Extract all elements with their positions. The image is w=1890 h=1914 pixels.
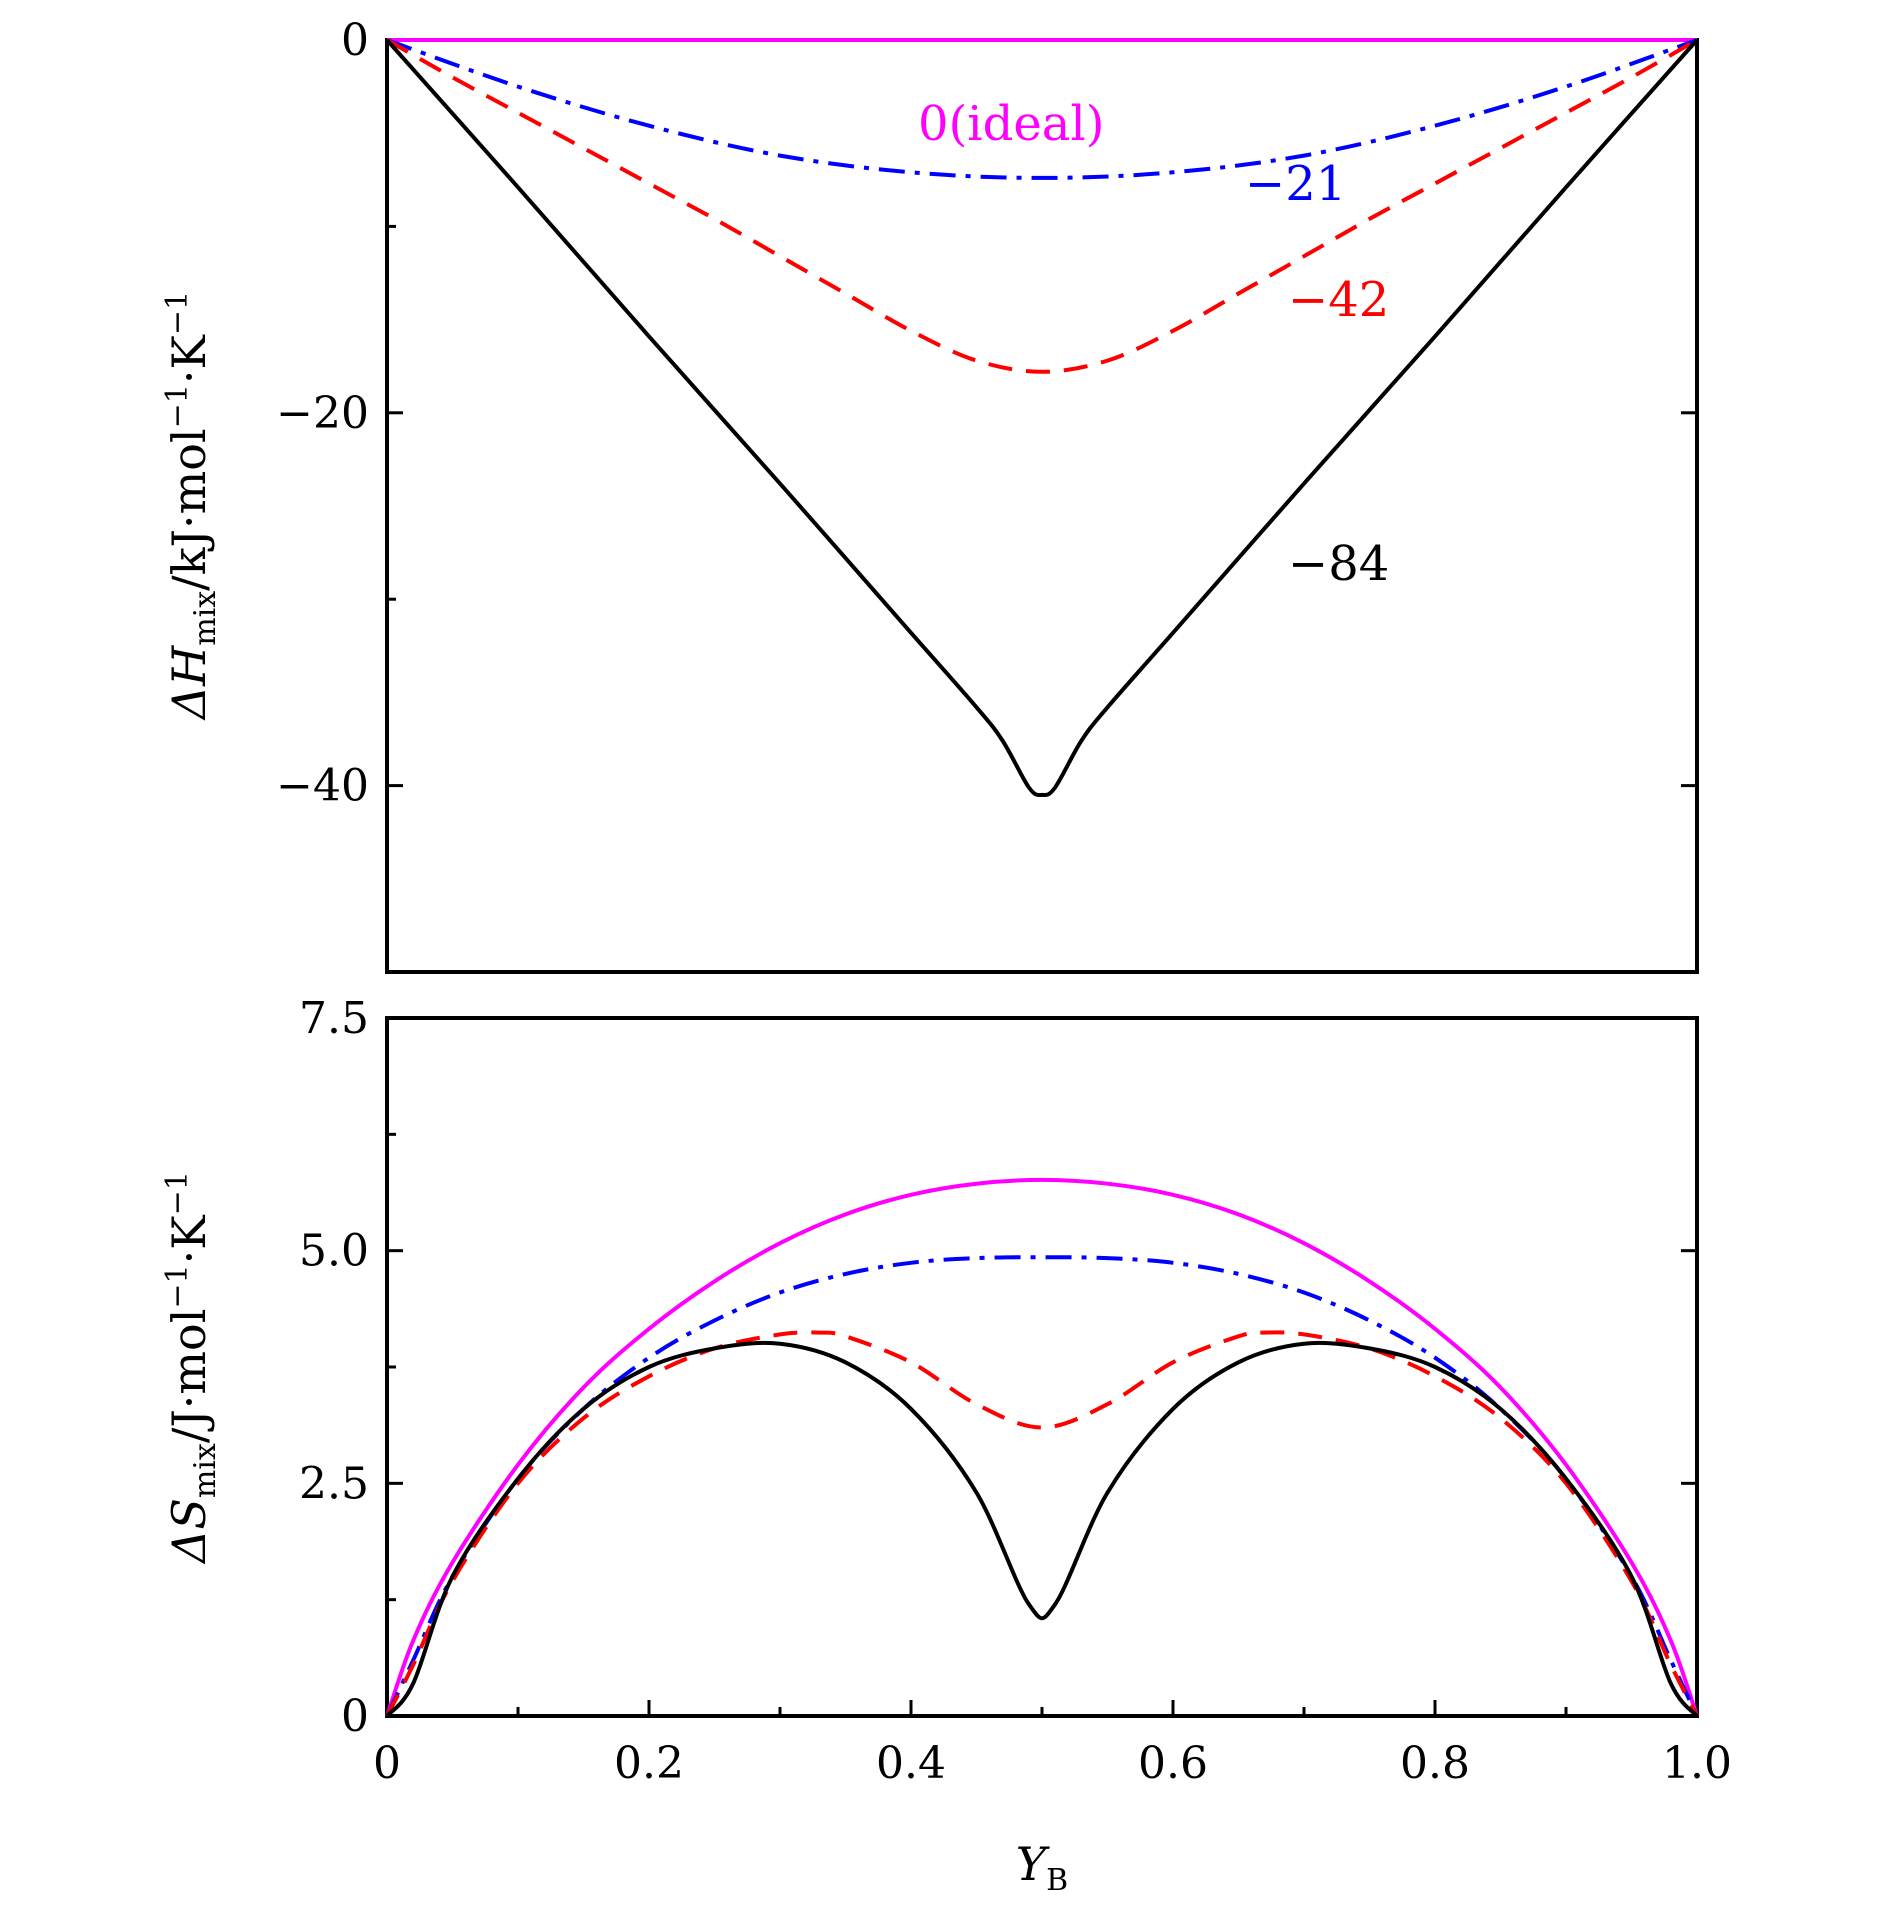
bottom-panel-frame [385,1016,1699,1718]
bottom-xtick-label: 1.0 [1662,1738,1732,1789]
top-ylabel-exp1: −1 [160,384,195,428]
bottom-ylabel-exp2: −1 [160,1171,195,1215]
bottom-ytick-label: 5.0 [299,1226,369,1277]
bottom-xtick-label: 0.8 [1400,1738,1470,1789]
bottom-series [385,1177,1699,1718]
bottom-xtick-label: 0.6 [1138,1738,1208,1789]
top-series [385,37,1699,798]
bottom-xtick-label: 0.2 [614,1738,684,1789]
top-ylabel-exp2: −1 [160,291,195,335]
bottom-ylabel: ΔSmix/J·mol−1·K−1 [160,1171,223,1565]
bottom-xtick-label: 0.4 [876,1738,946,1789]
top-ylabel-units: /kJ·mol [162,428,216,590]
bottom-ylabel-sub: mix [188,1443,223,1498]
top-ylabel-prefix: ΔH [162,645,216,721]
bottom-ylabel-prefix: ΔS [162,1498,216,1565]
bottom-ylabel-exp1: −1 [160,1264,195,1308]
bottom-ytick-label: 7.5 [299,993,369,1044]
bottom-xlabel-sub: B [1046,1863,1068,1898]
top-series-line-1 [386,38,1698,180]
bottom-ylabel-units: /J·mol [162,1309,216,1444]
bottom-ytick-label: 2.5 [299,1458,369,1509]
bottom-ticks: 0 2.5 5.0 7.5 0 0.2 0.4 0.6 0.8 1.0 [299,993,1732,1789]
label-84: −84 [1288,536,1389,592]
bottom-series-line-2 [385,1330,1699,1717]
top-ytick-label: 0 [341,15,369,66]
label-ideal: 0(ideal) [918,96,1104,152]
top-panel: 0 −20 −40 0(ideal) −21 −42 −84 ΔHmix/kJ·mo… [160,15,1699,974]
top-series-line-3 [385,38,1699,798]
bottom-series-line-3 [385,1340,1699,1718]
bottom-ylabel-mid: ·K [162,1214,216,1265]
bottom-panel: 02.55.07.50 0.2 0.4 0.6 0.8 1.0 ΔSmix/J·mol−1… [160,993,1732,1898]
bottom-xlabel-main: Y [1016,1837,1051,1891]
bottom-ytick-label: 0 [341,1691,369,1742]
label-21: −21 [1245,156,1346,212]
top-ylabel: ΔHmix/kJ·mol−1·K−1 [160,291,223,721]
bottom-xlabel: YB [1016,1837,1068,1898]
bottom-series-line-0 [385,1177,1699,1717]
bottom-xtick-label: 0 [373,1738,401,1789]
top-ylabel-mid: ·K [162,333,216,384]
label-42: −42 [1288,272,1389,328]
top-ticks: 0 −20 −40 [276,15,1697,812]
top-series-line-2 [386,38,1698,374]
top-ytick-label: −40 [276,761,369,812]
top-ytick-label: −20 [276,388,369,439]
bottom-series-line-1 [385,1255,1699,1717]
top-ylabel-sub: mix [188,591,223,646]
